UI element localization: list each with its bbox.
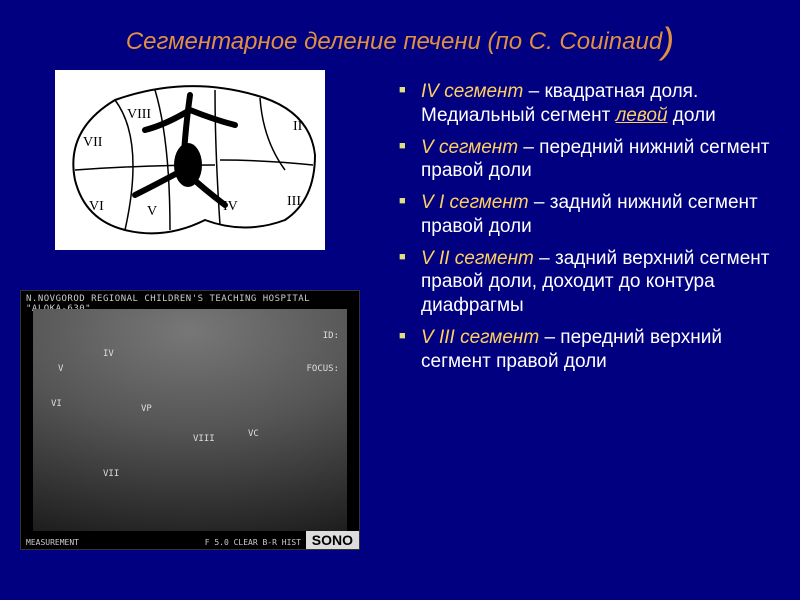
diagram-label-vi: VI	[89, 199, 104, 214]
slide: Сегментарное деление печени (по C. Couin…	[0, 0, 800, 600]
us-label-id: ID:	[323, 331, 339, 341]
us-label-vi: VI	[51, 399, 62, 409]
diagram-label-vii: VII	[83, 135, 103, 150]
us-label-iv: IV	[103, 349, 114, 359]
us-label-vii: VII	[103, 469, 119, 479]
segment-name: V III сегмент	[421, 327, 539, 348]
ultrasound-image: IV V VI VII VIII VP VC ID: FOCUS:	[33, 309, 347, 531]
diagram-label-iv: IV	[223, 199, 238, 214]
bullet-list: IV сегмент – квадратная доля. Медиальный…	[395, 80, 775, 381]
diagram-label-iii: III	[287, 194, 301, 209]
sono-badge: SONO	[306, 531, 359, 549]
us-label-v: V	[58, 364, 63, 374]
title-text: Сегментарное деление печени (по C. Couin…	[126, 28, 662, 55]
us-label-vp: VP	[141, 404, 152, 414]
us-label-viii: VIII	[193, 434, 215, 444]
diagram-label-ii: II	[293, 119, 303, 134]
list-item: V сегмент – передний нижний сегмент прав…	[395, 136, 775, 184]
list-item: IV сегмент – квадратная доля. Медиальный…	[395, 80, 775, 128]
ultrasound-panel: N.NOVGOROD REGIONAL CHILDREN'S TEACHING …	[20, 290, 360, 550]
list-item: V III сегмент – передний верхний сегмент…	[395, 326, 775, 374]
segment-desc2: доли	[668, 105, 716, 126]
us-label-focus: FOCUS:	[306, 364, 339, 374]
slide-title: Сегментарное деление печени (по C. Couin…	[0, 20, 800, 62]
segment-name: V I сегмент	[421, 192, 529, 213]
diagram-label-v: V	[147, 204, 157, 219]
liver-diagram: II III IV V VI VII VIII	[55, 70, 325, 250]
segment-link: левой	[616, 105, 668, 126]
segment-name: IV сегмент	[421, 81, 523, 102]
segment-name: V сегмент	[421, 137, 518, 158]
us-label-vc: VC	[248, 429, 259, 439]
list-item: V I сегмент – задний нижний сегмент прав…	[395, 191, 775, 239]
list-item: V II сегмент – задний верхний сегмент пр…	[395, 247, 775, 318]
diagram-label-viii: VIII	[127, 107, 151, 122]
segment-name: V II сегмент	[421, 248, 534, 269]
title-close-paren: )	[662, 20, 674, 61]
us-footer-left: MEASUREMENT	[26, 538, 79, 547]
liver-svg: II III IV V VI VII VIII	[55, 70, 325, 250]
